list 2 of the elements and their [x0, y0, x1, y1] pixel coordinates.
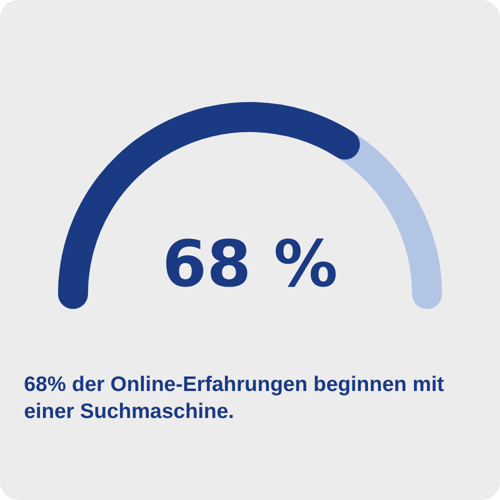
text: 68% der Online-Erfahrungen beginnen mit einer Suchmaschine.	[24, 373, 444, 423]
text: 68 %	[162, 228, 338, 302]
